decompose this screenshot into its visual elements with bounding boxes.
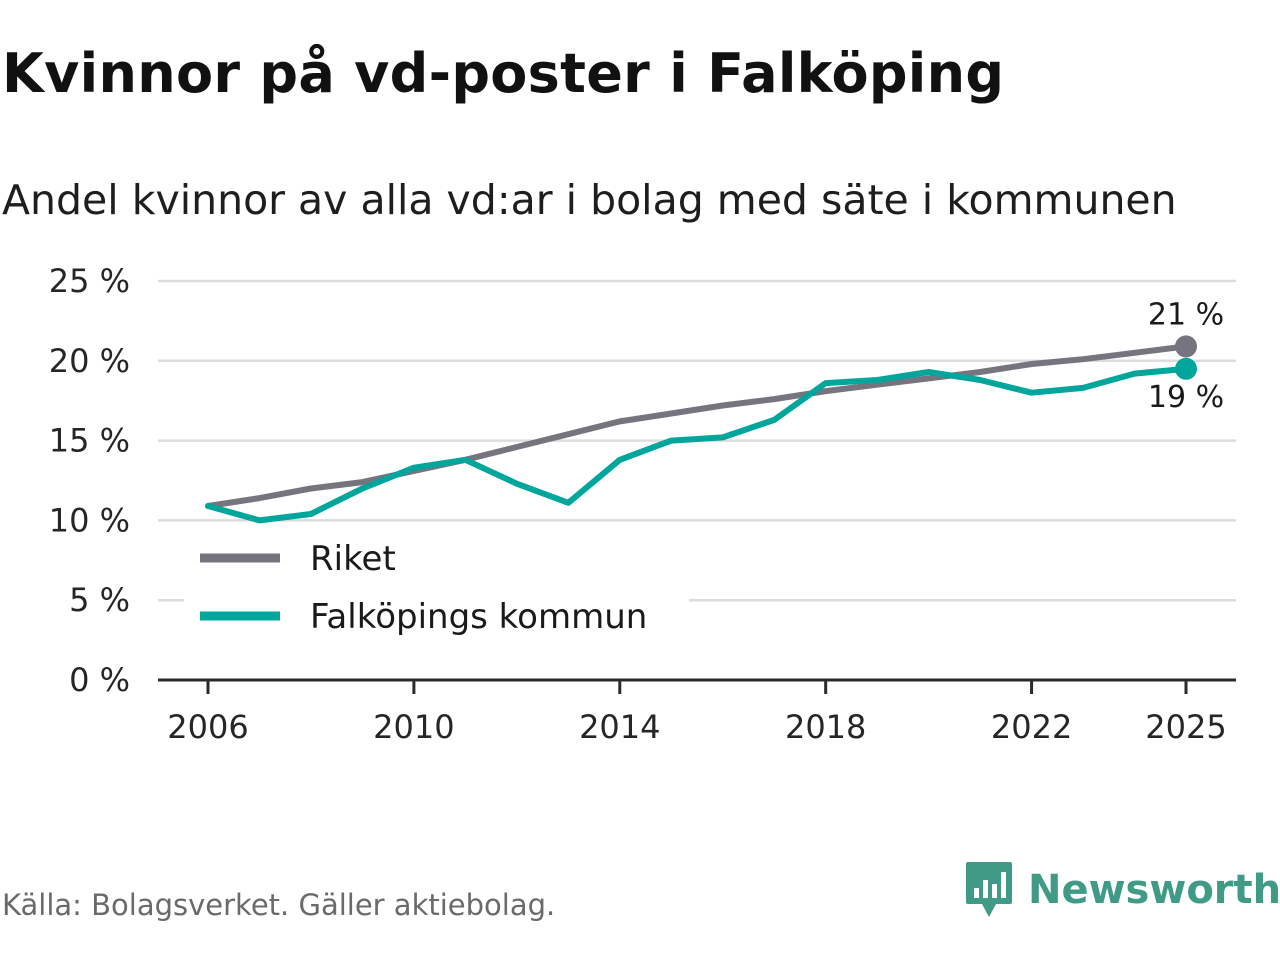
x-tick-label: 2014 [579, 708, 660, 746]
series-line [205, 365, 1189, 524]
y-axis-tick-labels: 0 % 5 % 10 % 15 % 20 % 25 % [49, 262, 130, 699]
legend-label: Riket [310, 539, 396, 579]
legend: Riket Falköpings kommun [184, 532, 689, 652]
series-end-point [1175, 335, 1197, 358]
newsworthy-logo-icon [966, 862, 1012, 917]
x-tick-label: 2018 [785, 708, 866, 746]
series-end-label: 21 % [1148, 297, 1224, 332]
line-chart: 0 %5 %10 %15 %20 %25 % 2006 2010 2014 2018 2… [49, 262, 1236, 746]
series-end-label: 19 % [1148, 380, 1224, 415]
series-line [205, 343, 1189, 509]
y-tick-label: 0 % [69, 661, 130, 699]
x-tick-label: 2010 [373, 708, 454, 746]
series-end-point [1175, 357, 1197, 380]
end-labels: 21 % 19 % [1148, 297, 1224, 414]
chart-title: Kvinnor på vd-poster i Falköping [2, 42, 1005, 105]
legend-background [184, 532, 689, 652]
legend-label: Falköpings kommun [310, 597, 647, 637]
brand-logo: Newsworthy [964, 860, 1280, 920]
x-tick-label: 2006 [167, 708, 248, 746]
x-tick-label: 2025 [1145, 708, 1226, 746]
brand-name: Newsworthy [1028, 867, 1280, 913]
series-lines [205, 335, 1197, 524]
y-tick-label: 20 % [49, 342, 130, 380]
chart-subtitle: Andel kvinnor av alla vd:ar i bolag med … [2, 176, 1177, 224]
x-axis-tick-labels: 2006 2010 2014 2018 2022 2025 [167, 708, 1226, 746]
y-tick-label: 5 % [69, 581, 130, 619]
y-tick-label: 25 % [49, 262, 130, 300]
source-note: Källa: Bolagsverket. Gäller aktiebolag. [2, 888, 556, 922]
y-tick-label: 15 % [49, 422, 130, 460]
y-tick-label: 10 % [49, 501, 130, 539]
x-axis [158, 678, 1236, 694]
x-tick-label: 2022 [991, 708, 1072, 746]
